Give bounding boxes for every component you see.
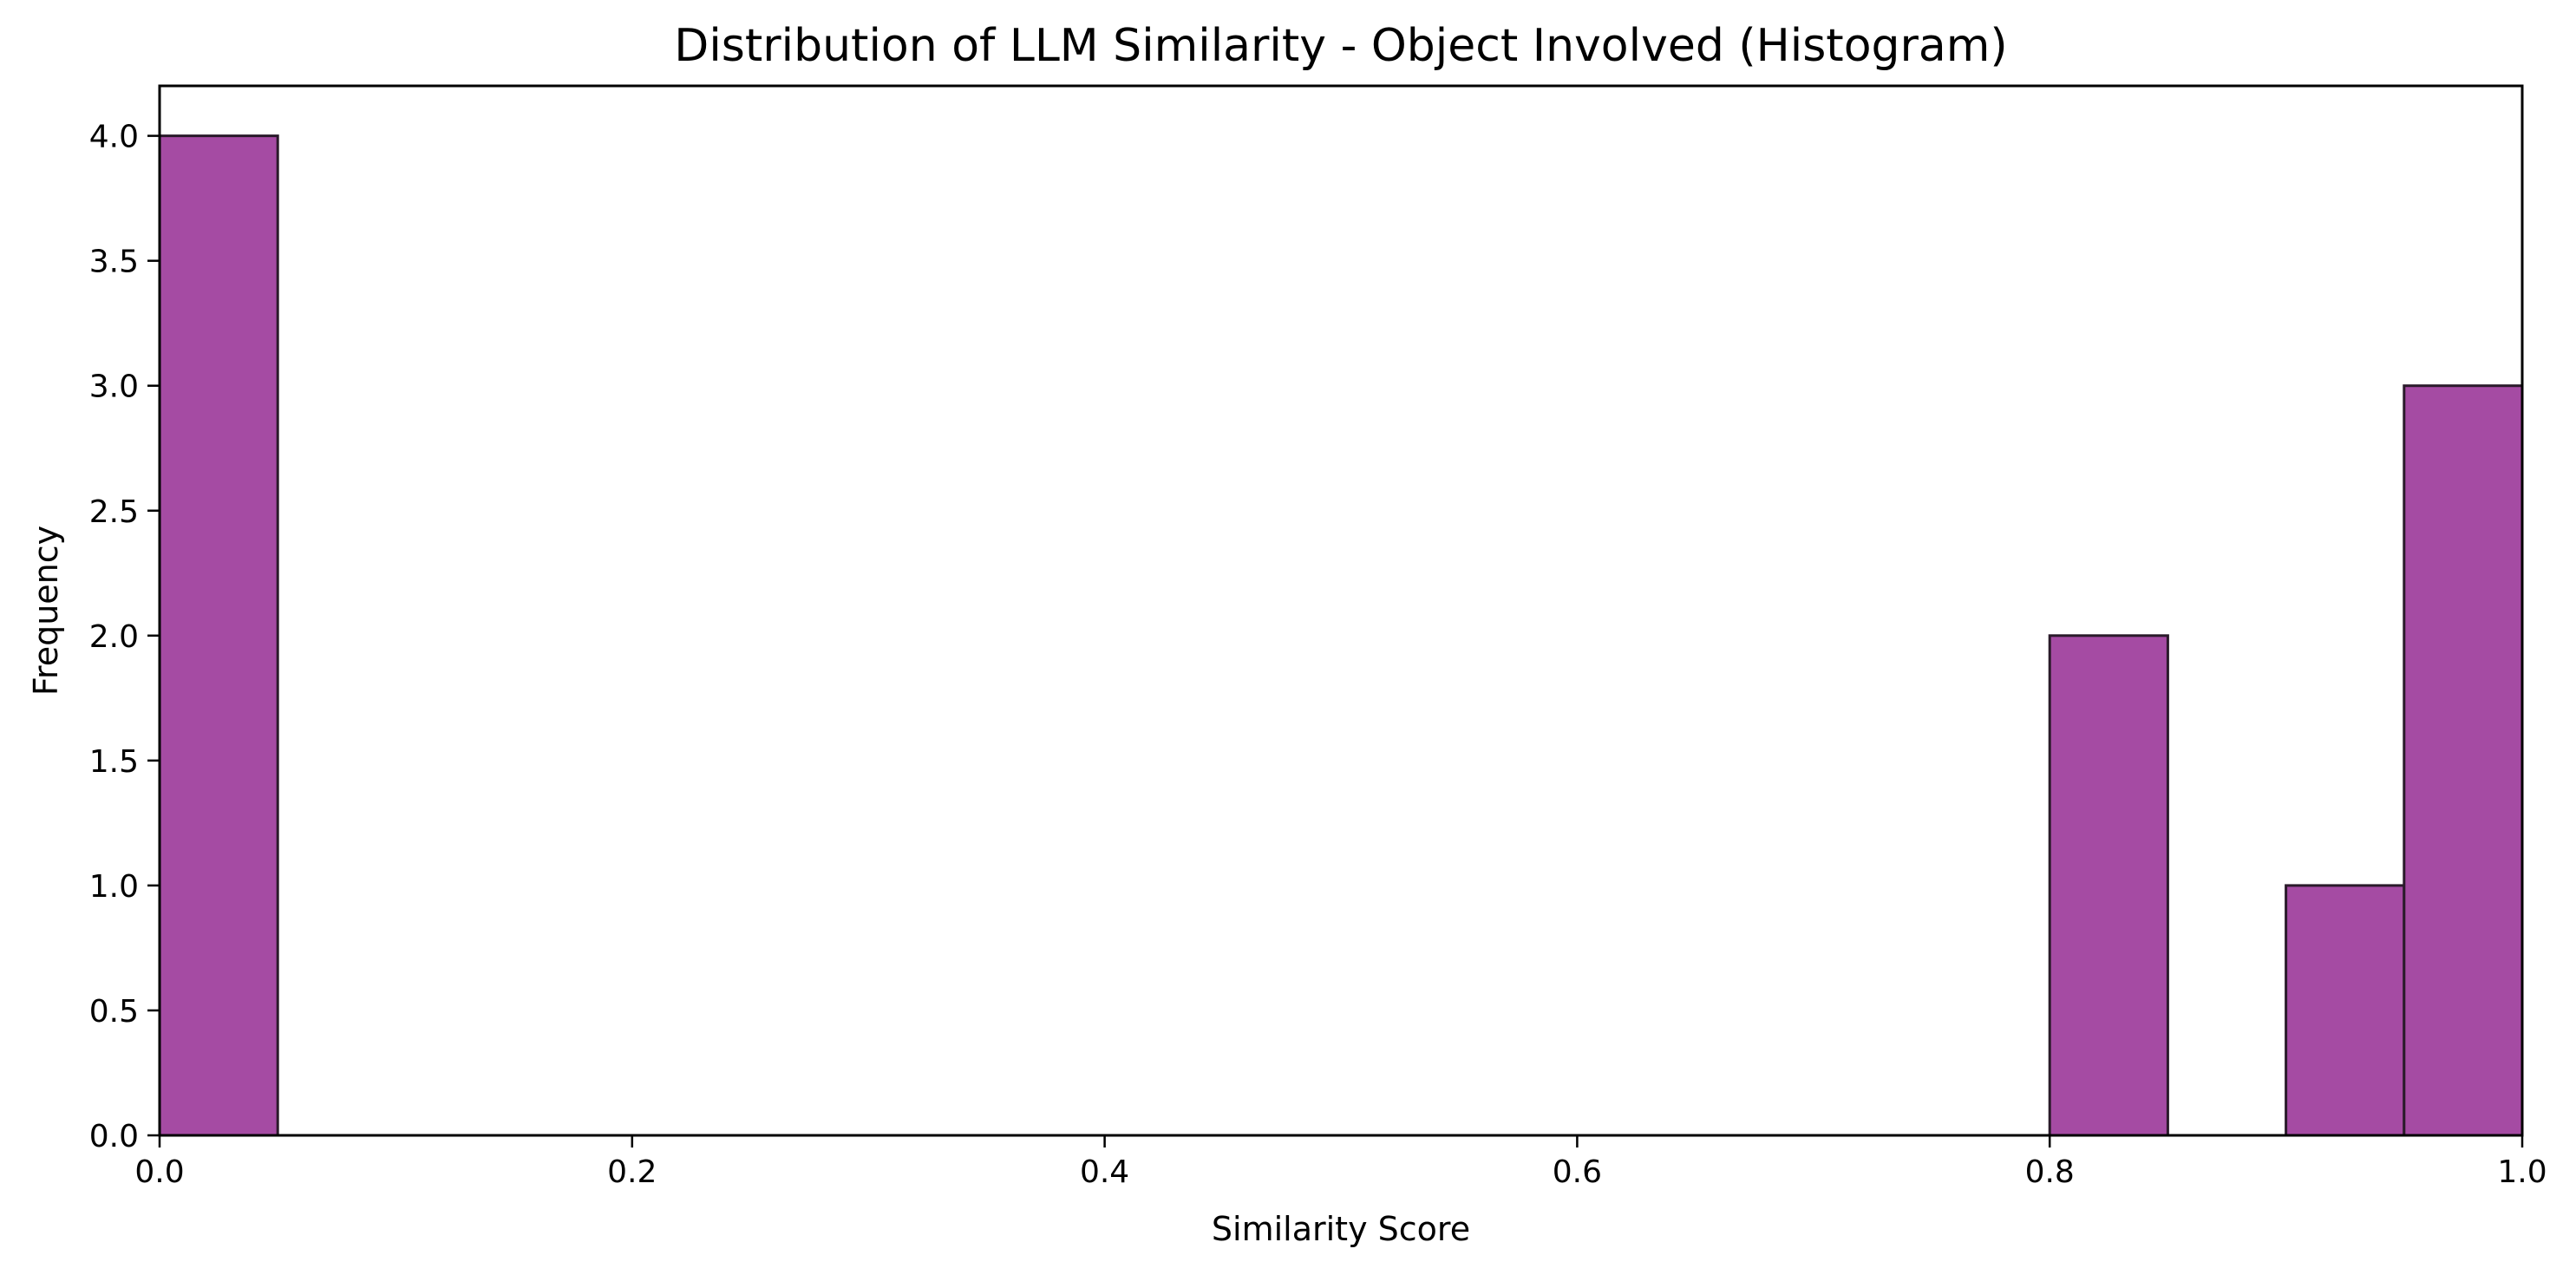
y-tick-label-8: 4.0	[89, 120, 139, 155]
y-tick-label-0: 0.0	[89, 1119, 139, 1154]
x-axis: 0.0 0.2 0.4 0.6 0.8 1.0	[134, 1135, 2547, 1190]
y-tick-label-6: 3.0	[89, 369, 139, 405]
histogram-bar-2	[2285, 884, 2406, 1137]
y-tick-label-1: 0.5	[89, 994, 139, 1030]
x-tick-label-4: 0.8	[2025, 1154, 2075, 1190]
x-axis-label: Similarity Score	[1212, 1210, 1470, 1248]
y-tick-label-3: 1.5	[89, 744, 139, 780]
x-tick-label-3: 0.6	[1553, 1154, 1602, 1190]
bars-group	[158, 134, 2524, 1137]
y-tick-label-4: 2.0	[89, 619, 139, 655]
x-tick-label-1: 0.2	[607, 1154, 657, 1190]
y-tick-label-2: 1.0	[89, 869, 139, 905]
plot-frame	[158, 84, 2524, 1137]
histogram-bar-0	[158, 134, 279, 1137]
x-tick-label-5: 1.0	[2497, 1154, 2547, 1190]
histogram-bar-1	[2048, 634, 2169, 1137]
x-tick-label-2: 0.4	[1080, 1154, 1129, 1190]
y-tick-label-7: 3.5	[89, 245, 139, 280]
y-tick-label-5: 2.5	[89, 494, 139, 530]
histogram-bar-3	[2403, 384, 2524, 1137]
y-axis-label: Frequency	[27, 526, 65, 696]
chart-title: Distribution of LLM Similarity - Object …	[674, 20, 2007, 72]
x-tick-label-0: 0.0	[134, 1154, 184, 1190]
y-axis: 0.0 0.5 1.0 1.5 2.0 2.5 3.0 3.5 4.0	[89, 120, 160, 1154]
